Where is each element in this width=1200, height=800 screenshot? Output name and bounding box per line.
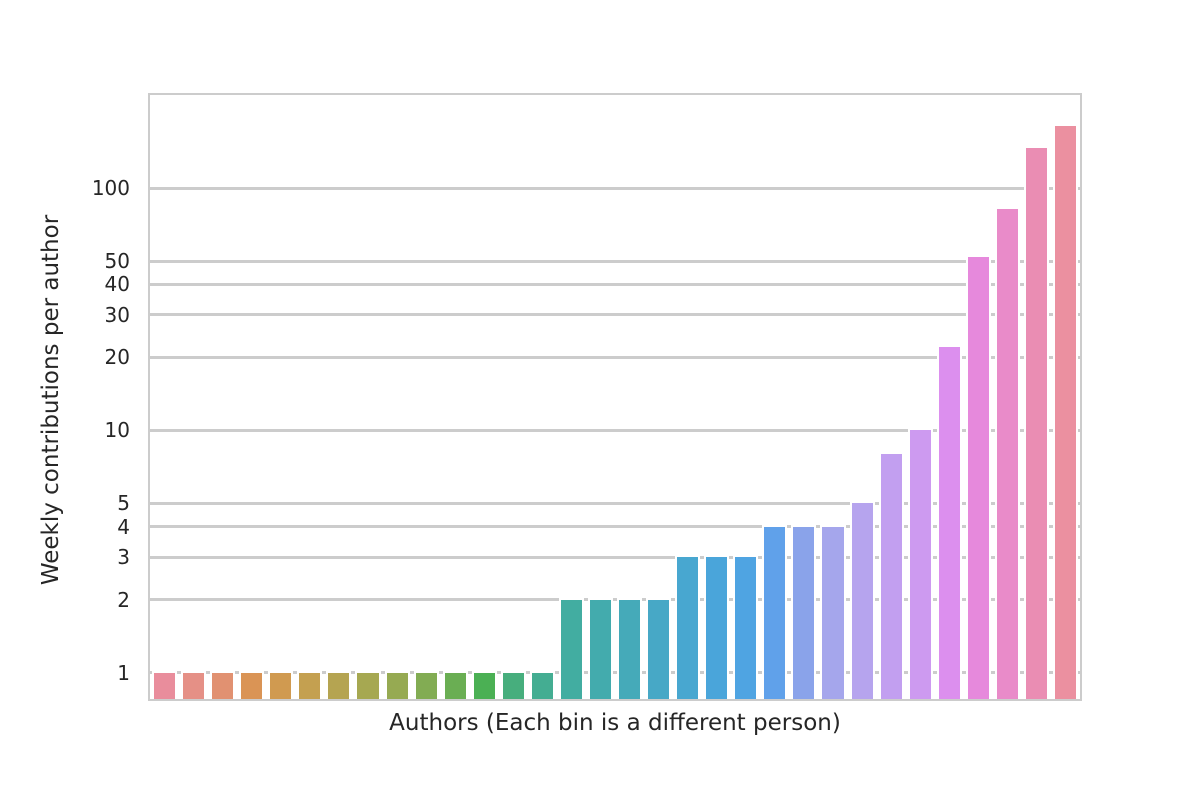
bar xyxy=(820,524,846,699)
gridline xyxy=(150,525,1080,529)
x-axis-label: Authors (Each bin is a different person) xyxy=(389,710,841,736)
y-tick-label: 4 xyxy=(117,514,130,539)
gridline xyxy=(150,501,1080,505)
y-tick-label: 20 xyxy=(104,345,130,370)
y-tick-label: 2 xyxy=(117,587,130,612)
bar xyxy=(617,597,643,699)
bar xyxy=(326,670,352,699)
bar xyxy=(878,451,904,699)
bar xyxy=(733,555,759,699)
bar xyxy=(907,428,933,699)
bar xyxy=(762,524,788,699)
bar xyxy=(384,670,410,699)
gridline xyxy=(150,555,1080,559)
bar xyxy=(587,597,613,699)
y-tick-label: 1 xyxy=(117,660,130,685)
bar xyxy=(181,670,207,699)
bar xyxy=(152,670,178,699)
gridline xyxy=(150,355,1080,359)
bar xyxy=(1023,146,1049,699)
bar xyxy=(210,670,236,699)
y-tick-label: 30 xyxy=(104,302,130,327)
gridline xyxy=(150,186,1080,190)
bar xyxy=(442,670,468,699)
bar xyxy=(529,670,555,699)
bar xyxy=(675,555,701,699)
bar xyxy=(355,670,381,699)
y-tick-label: 5 xyxy=(117,491,130,516)
gridline xyxy=(150,259,1080,263)
gridline xyxy=(150,313,1080,317)
bar xyxy=(1052,124,1078,699)
y-tick-label: 10 xyxy=(104,418,130,443)
bar xyxy=(849,501,875,699)
y-tick-label: 3 xyxy=(117,545,130,570)
bar xyxy=(791,524,817,699)
bar xyxy=(936,345,962,699)
bar xyxy=(646,597,672,699)
bar xyxy=(413,670,439,699)
bar xyxy=(994,206,1020,699)
bar xyxy=(500,670,526,699)
gridline xyxy=(150,598,1080,602)
bar xyxy=(965,254,991,699)
plot-area xyxy=(148,93,1082,701)
bar xyxy=(268,670,294,699)
y-tick-label: 40 xyxy=(104,272,130,297)
bar xyxy=(471,670,497,699)
bar xyxy=(704,555,730,699)
gridline xyxy=(150,282,1080,286)
y-tick-label: 50 xyxy=(104,249,130,273)
gridline xyxy=(150,428,1080,432)
bar xyxy=(297,670,323,699)
y-tick-label: 100 xyxy=(91,176,130,201)
bar xyxy=(558,597,584,699)
gridline xyxy=(150,671,1080,675)
bar xyxy=(239,670,265,699)
